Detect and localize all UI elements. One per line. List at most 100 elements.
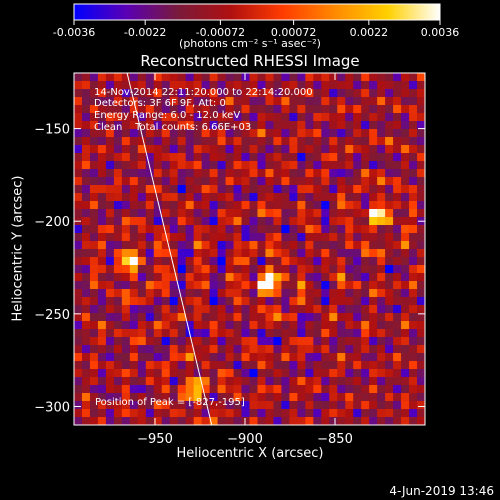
heatmap-cell	[169, 369, 179, 378]
heatmap-cell	[209, 81, 219, 90]
heatmap-cell	[113, 409, 123, 418]
heatmap-cell	[329, 97, 338, 106]
heatmap-cell	[249, 129, 259, 138]
heatmap-cell	[201, 313, 211, 322]
heatmap-cell	[313, 385, 322, 394]
heatmap-cell	[121, 89, 131, 98]
heatmap-cell	[249, 377, 259, 386]
heatmap-cell	[361, 217, 370, 226]
heatmap-cell	[74, 249, 83, 258]
heatmap-cell	[97, 225, 107, 234]
heatmap-cell	[281, 409, 290, 418]
heatmap-cell	[74, 193, 83, 202]
heatmap-cell	[329, 89, 338, 98]
heatmap-cell	[145, 289, 155, 298]
heatmap-cell	[321, 281, 330, 290]
heatmap-cell	[185, 161, 195, 170]
heatmap-cell	[121, 377, 131, 386]
heatmap-cell	[89, 145, 99, 154]
heatmap-cell	[401, 209, 410, 218]
heatmap-cell	[249, 225, 259, 234]
heatmap-cell	[185, 113, 195, 122]
heatmap-cell	[89, 393, 99, 402]
heatmap-cell	[337, 393, 346, 402]
heatmap-cell	[337, 233, 346, 242]
heatmap-cell	[233, 249, 243, 258]
heatmap-cell	[185, 353, 195, 362]
heatmap-cell	[409, 353, 418, 362]
heatmap-cell	[105, 129, 115, 138]
heatmap-cell	[345, 337, 354, 346]
heatmap-cell	[185, 137, 195, 146]
heatmap-cell	[393, 217, 402, 226]
heatmap-cell	[257, 161, 267, 170]
heatmap-cell	[257, 257, 267, 266]
heatmap-cell	[89, 289, 99, 298]
heatmap-cell	[273, 377, 283, 386]
heatmap-cell	[121, 361, 131, 370]
heatmap-cell	[193, 129, 203, 138]
heatmap-cell	[265, 273, 275, 282]
heatmap-cell	[233, 417, 243, 425]
heatmap-cell	[321, 313, 330, 322]
heatmap-cell	[97, 73, 107, 82]
heatmap-cell	[241, 177, 251, 186]
heatmap-cell	[97, 113, 107, 122]
heatmap-cell	[113, 97, 123, 106]
heatmap-cell	[417, 377, 425, 386]
heatmap-cell	[281, 289, 290, 298]
heatmap-cell	[393, 177, 402, 186]
heatmap-cell	[225, 97, 235, 106]
heatmap-cell	[177, 209, 187, 218]
heatmap-cell	[257, 361, 267, 370]
heatmap-cell	[377, 409, 386, 418]
heatmap-cell	[89, 249, 99, 258]
heatmap-cell	[193, 161, 203, 170]
heatmap-cell	[161, 337, 171, 346]
heatmap-cell	[345, 153, 354, 162]
heatmap-cell	[153, 297, 163, 306]
heatmap-cell	[401, 329, 410, 338]
heatmap-cell	[145, 257, 155, 266]
heatmap-cell	[209, 257, 219, 266]
heatmap-cell	[369, 161, 378, 170]
heatmap-cell	[369, 401, 378, 410]
heatmap-cell	[209, 289, 219, 298]
heatmap-cell	[193, 113, 203, 122]
heatmap-cell	[257, 145, 267, 154]
heatmap-cell	[193, 353, 203, 362]
heatmap-cell	[377, 249, 386, 258]
heatmap-cell	[105, 225, 115, 234]
heatmap-cell	[97, 361, 107, 370]
heatmap-cell	[225, 185, 235, 194]
heatmap-cell	[297, 313, 306, 322]
heatmap-cell	[201, 161, 211, 170]
heatmap-cell	[209, 313, 219, 322]
heatmap-cell	[201, 265, 211, 274]
heatmap-cell	[233, 121, 243, 130]
heatmap-cell	[401, 105, 410, 114]
heatmap-cell	[313, 217, 322, 226]
heatmap-cell	[193, 313, 203, 322]
heatmap-cell	[281, 81, 290, 90]
heatmap-cell	[129, 337, 139, 346]
heatmap-cell	[153, 273, 163, 282]
heatmap-cell	[321, 417, 330, 425]
heatmap-cell	[113, 129, 123, 138]
heatmap-cell	[321, 393, 330, 402]
heatmap-cell	[129, 129, 139, 138]
heatmap-cell	[377, 169, 386, 178]
heatmap-cell	[153, 417, 163, 425]
heatmap-cell	[377, 201, 386, 210]
heatmap-cell	[289, 265, 298, 274]
heatmap-cell	[129, 401, 139, 410]
heatmap-cell	[337, 129, 346, 138]
heatmap-cell	[74, 417, 83, 425]
heatmap-cell	[185, 265, 195, 274]
heatmap-cell	[145, 153, 155, 162]
heatmap-cell	[361, 113, 370, 122]
heatmap-cell	[401, 385, 410, 394]
heatmap-cell	[145, 305, 155, 314]
heatmap-cell	[313, 185, 322, 194]
heatmap-cell	[129, 409, 139, 418]
